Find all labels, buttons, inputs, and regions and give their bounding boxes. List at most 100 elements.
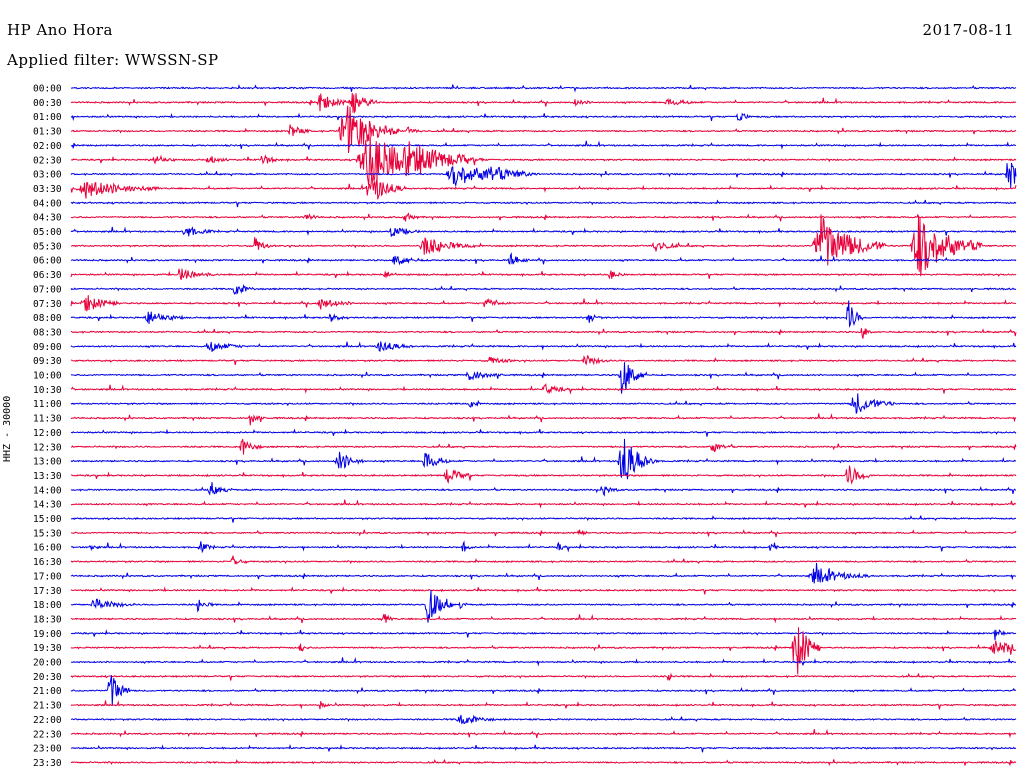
seismic-trace-row — [70, 586, 1017, 595]
row-time-label: 05:00 — [33, 227, 62, 238]
row-time-label: 17:00 — [33, 571, 62, 582]
filter-label: Applied filter: WWSSN-SP — [7, 51, 219, 69]
seismic-trace-row — [70, 744, 1017, 753]
row-time-label: 09:00 — [33, 342, 62, 353]
seismic-trace-row — [70, 212, 1017, 222]
seismic-trace-row — [70, 613, 1017, 624]
row-time-label: 00:00 — [33, 84, 62, 95]
row-time-label: 00:30 — [33, 98, 62, 109]
row-time-label: 12:30 — [33, 442, 62, 453]
row-time-label: 02:00 — [33, 141, 62, 152]
station-title: HP Ano Hora — [7, 21, 113, 39]
row-time-label: 08:30 — [33, 327, 62, 338]
row-time-label: 16:00 — [33, 543, 62, 554]
seismic-trace-row — [70, 283, 1017, 295]
seismic-trace-row — [70, 482, 1017, 497]
row-time-label: 13:00 — [33, 457, 62, 468]
row-time-label: 01:00 — [33, 112, 62, 123]
seismic-trace-row — [70, 383, 1017, 395]
row-time-label: 07:30 — [33, 299, 62, 310]
seismic-trace-row — [70, 758, 1017, 767]
row-time-label: 21:30 — [33, 701, 62, 712]
row-time-label: 10:00 — [33, 371, 62, 382]
seismic-trace-row — [70, 355, 1017, 366]
row-time-label: 04:30 — [33, 213, 62, 224]
seismic-trace-row — [70, 540, 1017, 554]
row-time-label: 22:30 — [33, 729, 62, 740]
row-time-label: 03:00 — [33, 170, 62, 181]
seismic-trace-row — [70, 362, 1017, 394]
date-label: 2017-08-11 — [922, 21, 1014, 39]
seismic-trace-row — [70, 413, 1017, 426]
seismic-trace-row — [70, 140, 1017, 150]
row-time-label: 18:00 — [33, 600, 62, 611]
row-time-label: 14:30 — [33, 500, 62, 511]
row-time-label: 02:30 — [33, 155, 62, 166]
row-time-label: 19:00 — [33, 629, 62, 640]
seismic-trace-row — [70, 700, 1017, 710]
seismic-trace-row — [70, 499, 1017, 509]
seismic-trace-row — [70, 162, 1017, 188]
row-time-label: 21:00 — [33, 686, 62, 697]
row-time-label: 13:30 — [33, 471, 62, 482]
seismic-trace-row — [70, 295, 1017, 312]
seismic-trace-row — [70, 562, 1017, 584]
seismic-trace-row — [70, 83, 1017, 93]
row-time-label: 09:30 — [33, 356, 62, 367]
seismic-trace-row — [70, 173, 1017, 200]
row-time-label: 06:00 — [33, 256, 62, 267]
row-time-label: 19:30 — [33, 643, 62, 654]
seismic-trace-row — [70, 105, 1017, 153]
seismic-trace-row — [70, 555, 1017, 565]
seismic-trace-row — [70, 268, 1017, 281]
seismic-trace-row — [70, 529, 1017, 538]
seismic-trace-row — [70, 627, 1017, 675]
seismic-trace-row — [70, 251, 1017, 266]
seismic-trace-row — [70, 226, 1017, 237]
row-time-label: 22:00 — [33, 715, 62, 726]
row-time-label: 18:30 — [33, 614, 62, 625]
row-time-label: 04:00 — [33, 198, 62, 209]
row-time-label: 07:00 — [33, 284, 62, 295]
row-time-label: 20:30 — [33, 672, 62, 683]
row-time-label: 20:00 — [33, 658, 62, 669]
seismic-trace-row — [70, 428, 1017, 437]
row-time-label: 11:30 — [33, 414, 62, 425]
row-time-label: 12:00 — [33, 428, 62, 439]
row-time-label: 14:00 — [33, 485, 62, 496]
seismic-trace-row — [70, 672, 1017, 681]
seismic-trace-row — [70, 112, 1017, 122]
seismic-trace-row — [70, 675, 1017, 706]
seismic-trace-row — [70, 393, 1017, 414]
seismic-trace-row — [70, 199, 1017, 208]
seismic-trace-row — [70, 589, 1017, 623]
seismic-trace-row — [70, 465, 1017, 485]
row-time-label: 11:00 — [33, 399, 62, 410]
row-time-label: 17:30 — [33, 586, 62, 597]
seismic-trace-row — [70, 438, 1017, 455]
row-time-label: 06:30 — [33, 270, 62, 281]
seismic-trace-row — [70, 657, 1017, 667]
seismic-trace-row — [70, 300, 1017, 328]
seismic-trace-row — [70, 136, 1017, 186]
seismic-trace-row — [70, 438, 1017, 480]
seismic-trace-row — [70, 714, 1017, 725]
seismic-trace-row — [70, 92, 1017, 114]
row-time-label: 23:00 — [33, 744, 62, 755]
row-time-label: 08:00 — [33, 313, 62, 324]
seismic-trace-row — [70, 728, 1017, 739]
row-time-label: 10:30 — [33, 385, 62, 396]
seismic-trace-row — [70, 214, 1017, 277]
row-time-label: 23:30 — [33, 758, 62, 769]
seismic-trace-row — [70, 515, 1017, 523]
seismic-trace-row — [70, 341, 1017, 352]
row-time-label: 15:30 — [33, 528, 62, 539]
row-time-label: 16:30 — [33, 557, 62, 568]
seismic-trace-row — [70, 629, 1017, 641]
row-time-label: 15:00 — [33, 514, 62, 525]
row-time-label: 03:30 — [33, 184, 62, 195]
row-time-label: 05:30 — [33, 241, 62, 252]
seismic-trace-row — [70, 328, 1017, 339]
